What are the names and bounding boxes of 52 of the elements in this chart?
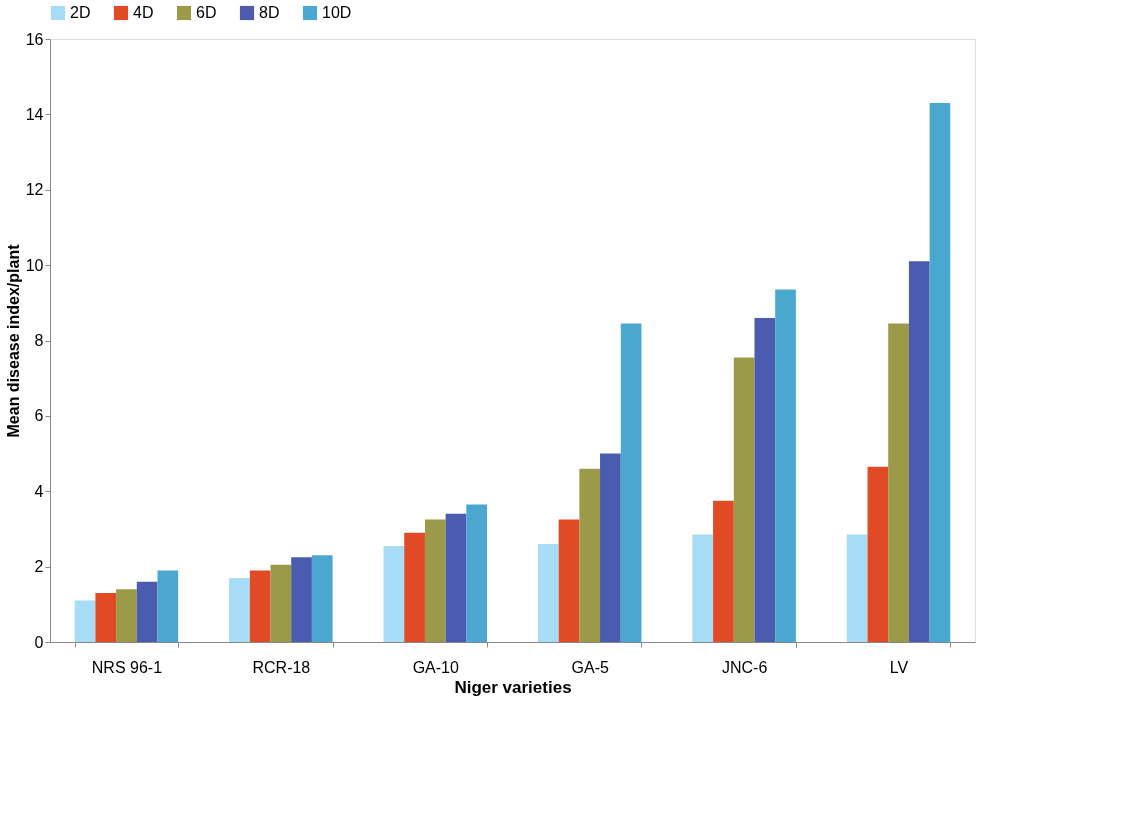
bar <box>867 466 889 642</box>
bar <box>291 557 312 642</box>
x-tick-label: GA-10 <box>412 658 460 676</box>
bar <box>754 317 776 642</box>
bar <box>466 504 488 642</box>
bar <box>713 500 734 642</box>
bar <box>249 570 271 642</box>
y-tick-label: 10 <box>25 256 44 274</box>
bar <box>445 513 467 642</box>
y-tick-label: 4 <box>34 482 44 500</box>
bar <box>908 261 930 642</box>
x-tick-label: GA-5 <box>571 658 609 676</box>
bar <box>600 453 621 642</box>
x-tick-label: LV <box>889 658 909 676</box>
legend-label: 8D <box>259 4 280 21</box>
y-axis-title: Mean disease index/plant <box>4 243 22 438</box>
legend-label: 2D <box>70 4 91 21</box>
x-axis-title: Niger varieties <box>454 677 572 697</box>
y-tick-label: 0 <box>34 633 44 651</box>
x-tick-label: NRS 96-1 <box>91 658 163 676</box>
legend-label: 6D <box>196 4 217 21</box>
bar <box>404 532 425 642</box>
bar <box>424 519 446 642</box>
y-tick-label: 2 <box>34 558 44 576</box>
bar <box>229 577 250 642</box>
bar <box>157 570 179 642</box>
y-tick-label: 12 <box>25 181 44 199</box>
bar <box>846 534 868 642</box>
x-tick-label: RCR-18 <box>252 658 311 676</box>
y-tick-label: 14 <box>25 105 44 123</box>
bar <box>136 581 158 642</box>
bar <box>888 323 909 642</box>
bar <box>929 103 951 642</box>
bar <box>733 357 755 642</box>
bar <box>579 468 601 642</box>
bar <box>775 289 796 642</box>
bar <box>270 564 292 642</box>
bar <box>116 589 137 642</box>
y-tick-label: 6 <box>34 407 44 425</box>
y-tick-label: 8 <box>34 332 44 349</box>
bar <box>311 555 333 642</box>
bar <box>74 600 96 642</box>
bar <box>95 593 117 642</box>
legend-label: 10D <box>322 4 352 21</box>
bar <box>692 534 714 642</box>
x-tick-label: JNC-6 <box>721 658 768 676</box>
y-tick-label: 16 <box>25 30 44 48</box>
bar <box>558 519 580 642</box>
legend-label: 4D <box>133 4 154 21</box>
bar <box>537 544 559 642</box>
bar <box>383 545 405 642</box>
bar <box>620 323 642 642</box>
